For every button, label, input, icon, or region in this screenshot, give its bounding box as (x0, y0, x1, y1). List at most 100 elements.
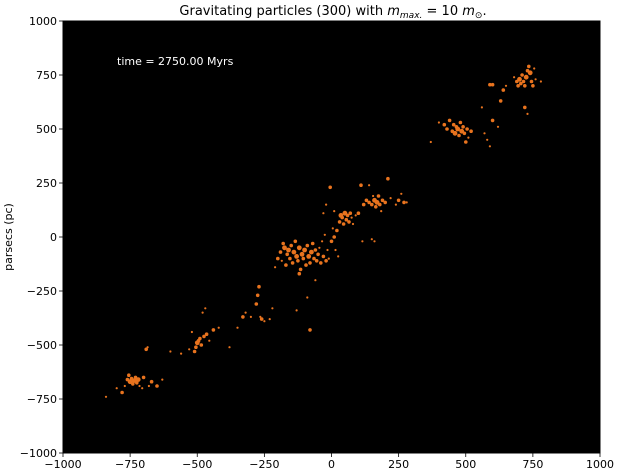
data-point (288, 256, 292, 261)
data-point (337, 255, 340, 258)
data-point (293, 239, 298, 244)
data-point (115, 387, 118, 390)
data-point (324, 259, 328, 263)
data-point (249, 315, 252, 318)
chart-title-mid: = 10 (422, 4, 462, 19)
data-point (202, 334, 206, 339)
chart-title-m: m (387, 4, 400, 19)
data-point (308, 328, 312, 332)
y-tick-label: −1000 (20, 447, 57, 460)
data-point (198, 336, 202, 341)
x-tick-label: 250 (388, 458, 409, 471)
data-point (504, 84, 508, 87)
data-point (313, 248, 318, 252)
data-point (405, 201, 408, 204)
data-point (519, 81, 523, 86)
data-point (437, 121, 440, 124)
data-point (368, 184, 371, 187)
data-point (316, 252, 320, 257)
data-point (282, 245, 287, 251)
data-point (396, 198, 401, 203)
data-point (523, 74, 529, 80)
data-point (155, 384, 159, 388)
data-point (373, 240, 376, 243)
data-point (123, 384, 126, 388)
data-point (141, 375, 146, 380)
data-point (378, 202, 382, 207)
data-point (144, 347, 148, 352)
data-point (131, 382, 135, 386)
data-point (462, 131, 467, 136)
data-point (188, 348, 191, 351)
data-point (211, 328, 216, 332)
data-point (341, 222, 346, 226)
data-point (301, 256, 306, 261)
data-point (451, 122, 456, 127)
data-point (361, 240, 364, 243)
data-point (257, 284, 261, 289)
data-point (161, 378, 164, 381)
data-point (498, 99, 503, 103)
data-point (527, 64, 531, 69)
data-point (306, 254, 312, 259)
data-point (389, 197, 392, 200)
data-point (351, 222, 355, 226)
data-point (322, 212, 325, 215)
data-point (526, 112, 529, 115)
data-point (534, 78, 537, 81)
data-point (342, 210, 348, 216)
data-point (331, 227, 334, 230)
data-point (361, 202, 366, 207)
data-point (394, 203, 397, 206)
scatter-points (104, 64, 543, 398)
y-tick-label: 750 (36, 69, 57, 82)
data-point (149, 379, 154, 384)
data-point (194, 345, 198, 350)
data-point (383, 200, 388, 205)
data-point (319, 261, 323, 265)
data-point (467, 136, 470, 139)
data-point (520, 73, 524, 77)
data-point (291, 249, 297, 255)
data-point (400, 192, 403, 195)
data-point (147, 384, 150, 388)
data-point (458, 120, 463, 125)
data-point (304, 263, 308, 267)
x-tick-label: 1000 (586, 458, 614, 471)
data-point (259, 317, 264, 321)
data-point (354, 214, 357, 217)
data-point (268, 318, 271, 321)
data-point (302, 247, 307, 253)
data-point (334, 248, 337, 252)
data-point (442, 122, 447, 127)
data-point (276, 256, 280, 261)
x-tick-label: −1000 (44, 458, 81, 471)
data-point (318, 246, 321, 249)
data-point (141, 387, 144, 390)
data-point (501, 88, 506, 92)
data-point (217, 326, 220, 329)
chart-title-sub2: ⊙ (475, 11, 483, 21)
data-point (429, 140, 432, 144)
data-point (465, 127, 469, 131)
time-annotation: time = 2750.00 Myrs (117, 55, 234, 68)
y-tick-label: −250 (27, 285, 57, 298)
data-point (290, 261, 295, 265)
y-tick-label: 1000 (29, 15, 57, 28)
data-point (296, 259, 300, 263)
data-point (305, 243, 310, 248)
data-point (490, 82, 495, 87)
data-point (486, 138, 489, 141)
data-point (533, 67, 536, 70)
data-point (326, 248, 329, 252)
data-point (104, 395, 108, 398)
data-point (529, 79, 534, 84)
data-point (310, 241, 315, 246)
data-point (490, 118, 495, 123)
data-point (298, 267, 303, 272)
data-point (309, 249, 314, 255)
data-point (480, 106, 483, 109)
data-point (523, 84, 527, 88)
data-point (281, 241, 286, 246)
data-point (359, 183, 363, 187)
